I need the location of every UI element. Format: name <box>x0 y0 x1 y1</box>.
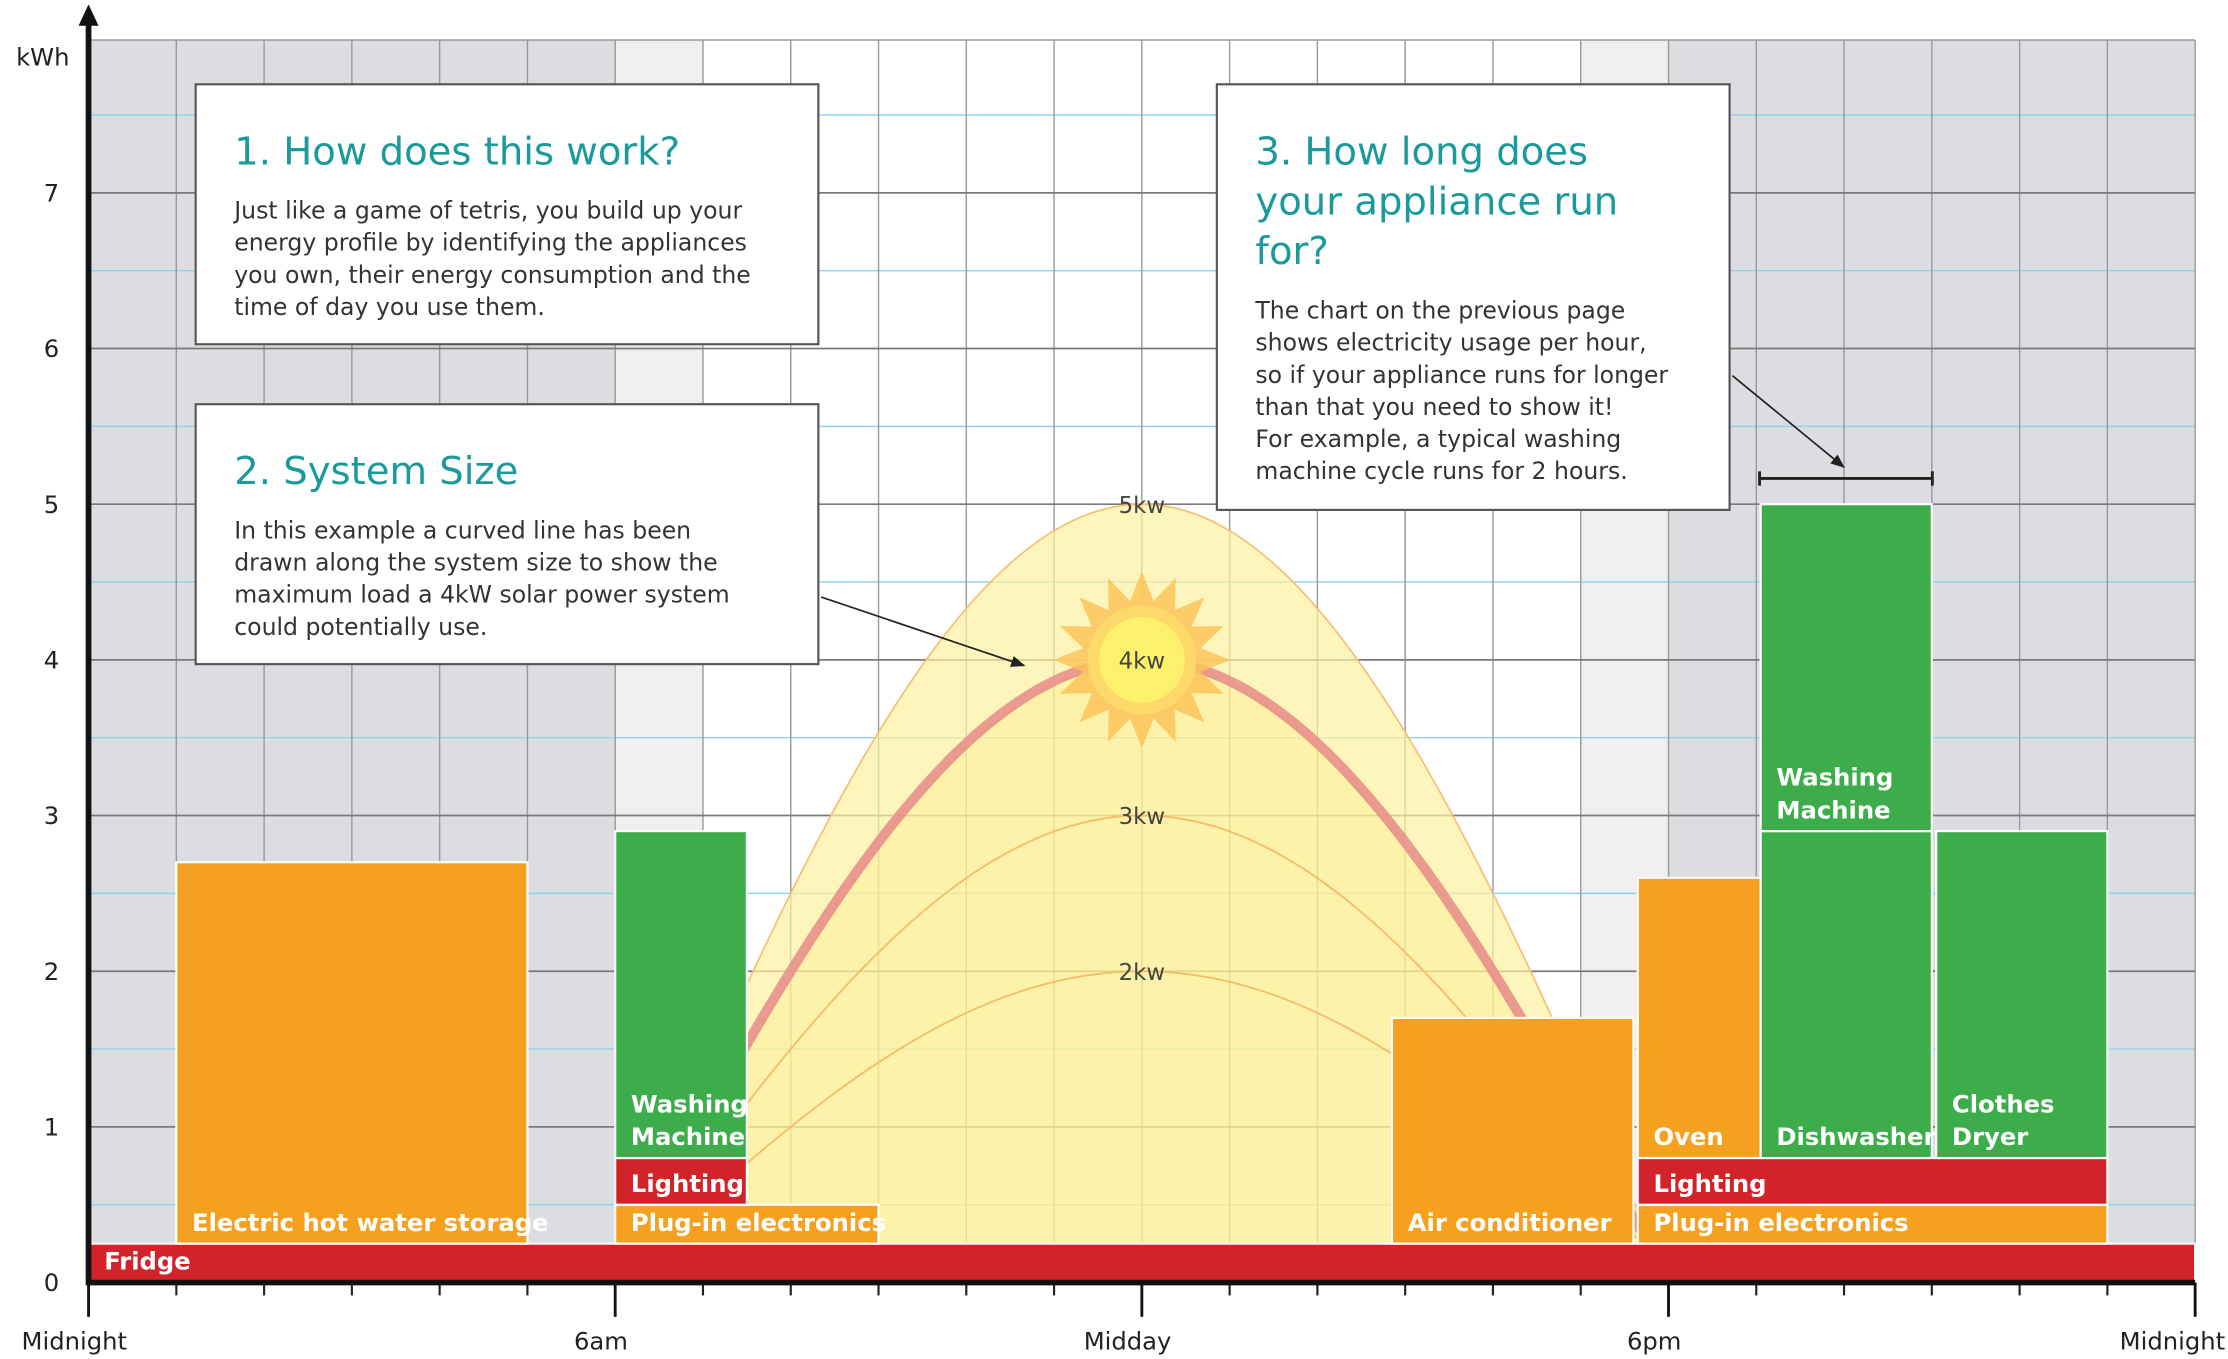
note-title: 1. How does this work? <box>234 129 680 174</box>
energy-block <box>1759 503 1933 833</box>
block-label: Machine <box>1776 795 1890 824</box>
y-tick-label: 5 <box>44 490 59 519</box>
block-label: Plug-in electronics <box>1653 1208 1908 1237</box>
energy-block <box>1636 876 1762 1160</box>
note-body: than that you need to show it! <box>1255 393 1613 421</box>
note-body: shows electricity usage per hour, <box>1255 329 1646 357</box>
block-label: Lighting <box>1653 1169 1766 1198</box>
energy-block <box>1390 1016 1635 1245</box>
y-tick-label: 6 <box>44 334 59 363</box>
note-body: For example, a typical washing <box>1255 425 1621 453</box>
energy-block <box>614 1203 880 1245</box>
y-axis-arrow <box>78 4 99 26</box>
block-label: Dishwasher <box>1776 1122 1935 1151</box>
y-axis-label: kWh <box>16 43 69 72</box>
y-tick-label: 2 <box>44 957 59 986</box>
x-tick-label: 6am <box>574 1327 628 1356</box>
energy-block <box>614 830 748 1160</box>
block-label: Washing <box>631 1089 748 1118</box>
curve-label: 2kw <box>1119 960 1165 986</box>
curve-label: 4kw <box>1119 648 1165 674</box>
x-tick-label: Midnight <box>22 1327 128 1356</box>
note-box <box>1215 83 1731 511</box>
note-title: your appliance run <box>1255 179 1618 224</box>
y-tick-label: 4 <box>44 645 59 674</box>
note-body: The chart on the previous page <box>1254 297 1625 325</box>
note-title: 3. How long does <box>1255 129 1588 174</box>
x-tick-label: Midnight <box>2120 1327 2225 1356</box>
pointer-arrow <box>820 596 1026 667</box>
note-body: so if your appliance runs for longer <box>1255 361 1668 389</box>
pointer-arrow <box>1731 374 1845 468</box>
block-label: Plug-in electronics <box>631 1208 886 1237</box>
note-box <box>194 403 820 666</box>
note-body: time of day you use them. <box>234 293 545 321</box>
curve-label: 5kw <box>1119 493 1165 519</box>
energy-block <box>1759 830 1933 1160</box>
note-body: could potentially use. <box>234 613 487 641</box>
note-title: 2. System Size <box>234 449 518 494</box>
x-tick-label: Midday <box>1084 1327 1172 1356</box>
x-tick-label: 6pm <box>1627 1327 1681 1356</box>
energy-block <box>614 1156 748 1206</box>
y-tick-label: 7 <box>44 178 59 207</box>
energy-block <box>175 861 529 1245</box>
note-body: In this example a curved line has been <box>234 516 691 544</box>
y-tick-label: 0 <box>44 1268 59 1297</box>
note-body: energy profile by identifying the applia… <box>234 229 747 257</box>
energy-block <box>1636 1203 2109 1245</box>
note-body: you own, their energy consumption and th… <box>234 261 751 289</box>
block-label: Lighting <box>631 1169 744 1198</box>
block-label: Machine <box>631 1122 745 1151</box>
block-label: Oven <box>1653 1122 1723 1151</box>
block-label: Washing <box>1776 762 1893 791</box>
block-label: Fridge <box>104 1247 191 1276</box>
note-title: for? <box>1255 229 1328 274</box>
note-body: machine cycle runs for 2 hours. <box>1255 457 1627 485</box>
note-body: drawn along the system size to show the <box>234 549 717 577</box>
block-label: Electric hot water storage <box>192 1208 549 1237</box>
note-body: maximum load a 4kW solar power system <box>234 581 729 609</box>
curve-label: 3kw <box>1119 804 1165 830</box>
energy-block <box>87 1242 2197 1284</box>
sun-core <box>1099 617 1185 703</box>
note-box <box>194 83 820 346</box>
energy-block <box>1935 830 2109 1160</box>
block-label: Dryer <box>1952 1122 2028 1151</box>
block-label: Air conditioner <box>1408 1208 1612 1237</box>
y-tick-label: 3 <box>44 801 59 830</box>
block-label: Clothes <box>1952 1089 2055 1118</box>
note-body: Just like a game of tetris, you build up… <box>232 197 742 225</box>
y-tick-label: 1 <box>44 1112 59 1141</box>
